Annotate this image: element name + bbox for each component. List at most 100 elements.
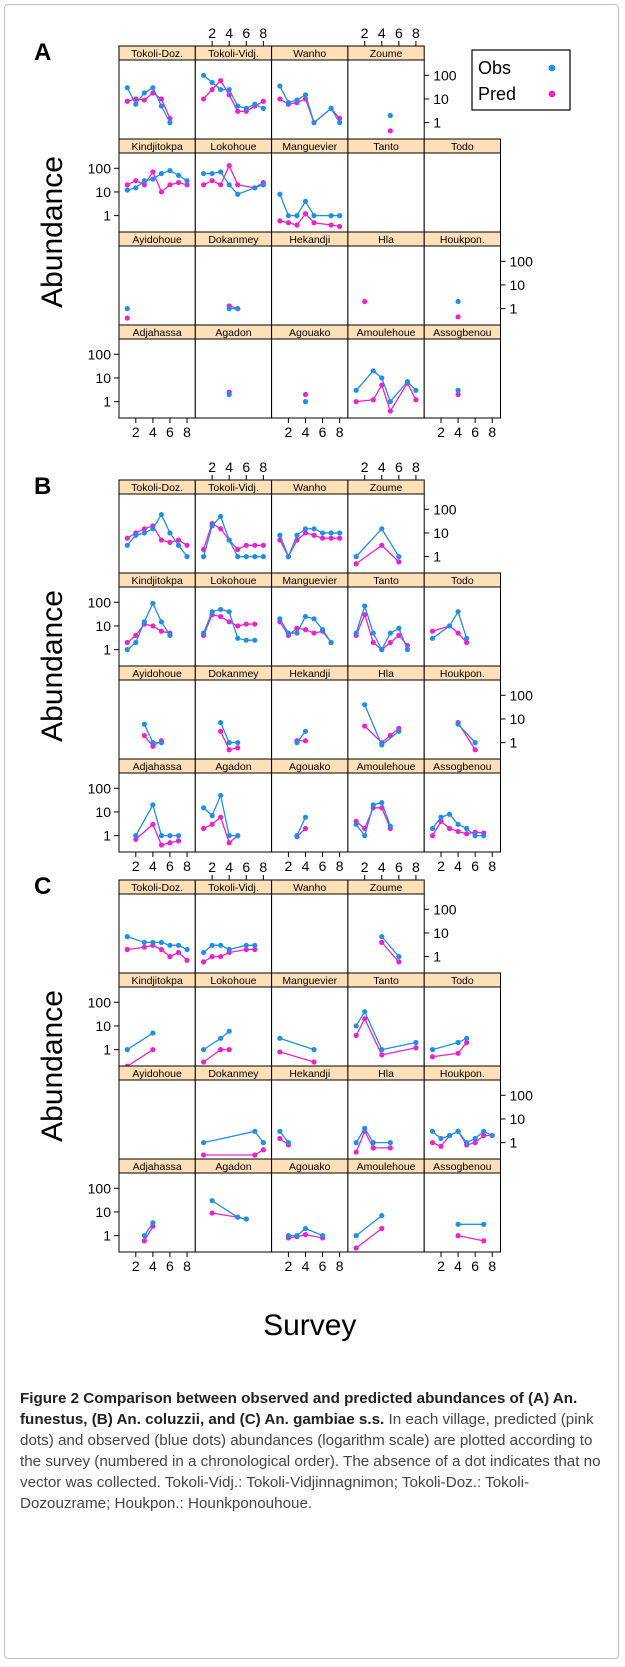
panel-c-point-obs-agouako-0 bbox=[285, 1233, 292, 1239]
panel-b-series-obs-todo bbox=[432, 610, 468, 639]
panel-b-xtick-label-adjahassa-4: 4 bbox=[149, 858, 157, 874]
panel-b-ytick-label-left-3-1: 1 bbox=[103, 828, 111, 844]
panel-b-point-obs-ayidohoue-2 bbox=[158, 740, 165, 746]
panel-b-series-pred-hla bbox=[364, 725, 400, 744]
panel-a-plot-box-amoulehoue bbox=[347, 338, 425, 419]
panel-c-ytick-label-left-1-100: 100 bbox=[88, 994, 112, 1010]
panel-a-point-pred-hla-0 bbox=[362, 298, 368, 305]
panel-a-strip-label-wanho: Wanho bbox=[293, 48, 326, 60]
panel-c-point-obs-houkpon-3 bbox=[455, 1128, 461, 1134]
panel-c-strip-label-kindjitokpa: Kindjitokpa bbox=[131, 975, 183, 987]
panel-b-point-pred-tokoli-vidj-2 bbox=[218, 526, 224, 532]
panel-c-plot-box-wanho bbox=[271, 893, 349, 974]
panel-a-point-obs-ayidohoue-0 bbox=[124, 306, 130, 312]
panel-a-strip-label-houkpon: Houkpon. bbox=[440, 234, 485, 246]
panel-c-point-pred-tokoli-vidj-4 bbox=[243, 946, 249, 953]
panel-b-point-pred-agadon-0 bbox=[200, 825, 207, 832]
panel-b-point-obs-tokoli-vidj-1 bbox=[209, 523, 215, 529]
panel-a-point-obs-amoulehoue-5 bbox=[413, 387, 419, 393]
panel-b-ylabel: Abundance bbox=[36, 590, 69, 742]
panel-c-point-pred-tokoli-vidj-2 bbox=[218, 954, 224, 960]
panel-c-ytick-label-left-1-10: 10 bbox=[95, 1018, 111, 1034]
panel-a-point-pred-amoulehoue-0 bbox=[353, 399, 359, 405]
panel-a-point-pred-kindjitokpa-4 bbox=[158, 189, 165, 195]
panel-c-point-obs-tokoli-doz-4 bbox=[167, 942, 173, 948]
panel-b-point-pred-lokohoue-6 bbox=[252, 621, 258, 627]
panel-c-point-obs-tokoli-vidj-3 bbox=[226, 946, 232, 953]
panel-b-xtick-label-agouako-2: 2 bbox=[285, 858, 293, 874]
panel-b-xtick-label-zoume-6: 6 bbox=[395, 459, 403, 475]
panel-b-point-pred-tokoli-doz-5 bbox=[167, 539, 173, 545]
panel-c-xtick-label-adjahassa-6: 6 bbox=[166, 1258, 174, 1274]
panel-b-point-obs-houkpon-0 bbox=[455, 721, 461, 727]
panel-b-point-obs-tokoli-doz-2 bbox=[141, 530, 147, 536]
panel-a-point-obs-tokoli-vidj-7 bbox=[260, 105, 266, 111]
panel-c-point-pred-tokoli-doz-4 bbox=[167, 954, 173, 960]
panel-b-point-obs-agouako-0 bbox=[294, 833, 300, 839]
panel-a-plot-box-manguevier bbox=[271, 152, 349, 233]
panel-a-point-obs-dokanmey-0 bbox=[226, 306, 232, 312]
panel-a-ytick-label-right-0-10: 10 bbox=[433, 91, 449, 107]
panel-b-point-pred-assogbenou-3 bbox=[455, 828, 461, 835]
panel-c-series-pred-kindjitokpa bbox=[126, 1049, 154, 1067]
panel-a-point-obs-lokohoue-1 bbox=[209, 170, 215, 177]
panel-a-point-pred-agouako-0 bbox=[302, 391, 309, 398]
panel-a-xtick-label-assogbenou-4: 4 bbox=[454, 424, 462, 440]
panel-b-xtick-label-tokoli-vidj-4: 4 bbox=[225, 459, 233, 475]
panel-b-point-pred-ayidohoue-0 bbox=[141, 732, 147, 739]
panel-c-point-pred-tokoli-doz-1 bbox=[141, 944, 147, 950]
panel-b-point-pred-wanho-3 bbox=[302, 530, 309, 536]
caption-title: Figure 2 Comparison between observed and… bbox=[20, 1390, 578, 1428]
panel-a-point-pred-manguevier-5 bbox=[328, 222, 334, 228]
panel-b-point-obs-dokanmey-1 bbox=[226, 740, 232, 746]
panel-b-point-pred-wanho-4 bbox=[311, 532, 317, 538]
panel-c-point-pred-manguevier-0 bbox=[277, 1049, 283, 1055]
panel-c-xtick-label-tokoli-vidj-8: 8 bbox=[259, 859, 267, 875]
figure-caption: Figure 2 Comparison between observed and… bbox=[20, 1388, 605, 1514]
panel-a-xtick-label-agouako-4: 4 bbox=[302, 424, 310, 440]
panel-c-point-obs-tokoli-vidj-5 bbox=[252, 942, 258, 948]
panel-c-point-obs-houkpon-1 bbox=[438, 1135, 444, 1142]
panel-a-point-pred-manguevier-4 bbox=[311, 220, 317, 226]
panel-c-series-pred-hla bbox=[355, 1129, 391, 1153]
panel-c-plot-box-ayidohoue bbox=[118, 1079, 196, 1160]
panel-b-point-pred-todo-2 bbox=[455, 630, 461, 636]
panel-c-xtick-label-zoume-8: 8 bbox=[412, 859, 420, 875]
panel-c-point-pred-houkpon-0 bbox=[429, 1140, 436, 1146]
panel-a-point-pred-tokoli-doz-1 bbox=[133, 96, 139, 102]
panel-a-point-obs-tokoli-doz-2 bbox=[141, 90, 147, 96]
panel-b-strip-label-assogbenou: Assogbenou bbox=[433, 761, 492, 773]
panel-c-point-pred-houkpon-6 bbox=[481, 1132, 487, 1139]
panel-c-strip-label-todo: Todo bbox=[451, 975, 474, 987]
panel-b-point-obs-kindjitokpa-4 bbox=[158, 619, 165, 625]
panel-a-point-obs-tokoli-vidj-5 bbox=[243, 105, 249, 111]
panel-c-point-pred-todo-2 bbox=[464, 1039, 470, 1046]
panel-a-plot-box-adjahassa bbox=[118, 338, 196, 419]
panel-b-point-obs-lokohoue-0 bbox=[200, 630, 207, 636]
panel-b-ytick-label-right-2-100: 100 bbox=[510, 687, 534, 703]
panel-b-strip-label-hekandji: Hekandji bbox=[289, 668, 330, 680]
panel-c-point-obs-tanto-1 bbox=[362, 1009, 368, 1015]
panel-c-point-obs-tokoli-doz-6 bbox=[184, 946, 190, 953]
panel-c-xtick-label-assogbenou-6: 6 bbox=[471, 1258, 479, 1274]
panel-c-point-obs-hekandji-1 bbox=[285, 1140, 292, 1146]
panel-b-point-pred-lokohoue-5 bbox=[243, 621, 249, 627]
panel-c-point-obs-agouako-1 bbox=[294, 1233, 300, 1239]
panel-b-xtick-label-assogbenou-6: 6 bbox=[471, 858, 479, 874]
panel-b-point-pred-tokoli-vidj-6 bbox=[252, 542, 258, 548]
panel-b-point-obs-tanto-1 bbox=[362, 603, 368, 609]
panel-a-point-obs-wanho-1 bbox=[285, 100, 292, 106]
panel-a-strip-label-hla: Hla bbox=[378, 234, 394, 246]
panel-c-ylabel: Abundance bbox=[36, 990, 69, 1142]
panel-b-point-obs-hekandji-1 bbox=[302, 728, 309, 734]
panel-b-point-obs-adjahassa-3 bbox=[167, 833, 173, 839]
panel-b-point-obs-tokoli-doz-1 bbox=[133, 532, 139, 538]
panel-a-point-pred-amoulehoue-2 bbox=[379, 382, 385, 388]
panel-c-point-pred-todo-0 bbox=[429, 1054, 436, 1060]
panel-c-ytick-label-left-1-1: 1 bbox=[103, 1042, 111, 1058]
panel-a-plot-box-todo bbox=[423, 152, 502, 233]
panel-b-plot-box-agadon bbox=[194, 772, 273, 853]
panel-b-point-obs-dokanmey-0 bbox=[218, 720, 224, 726]
panel-c-xtick-label-tokoli-vidj-4: 4 bbox=[225, 859, 233, 875]
panel-b-point-obs-kindjitokpa-0 bbox=[124, 647, 130, 653]
